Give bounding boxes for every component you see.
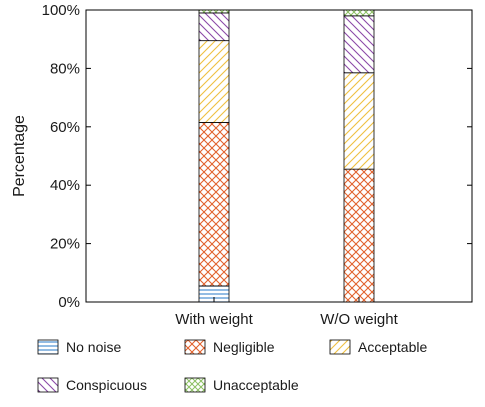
legend-label: Conspicuous — [66, 377, 147, 393]
y-tick-label: 20% — [50, 236, 80, 253]
legend: No noise Negligible Acceptable Conspicuous U… — [37, 339, 427, 393]
legend-label: Acceptable — [358, 339, 427, 355]
bar-segment-acceptable — [198, 40, 230, 123]
x-tick-label: W/O weight — [320, 311, 398, 328]
legend-swatch — [37, 339, 59, 355]
y-tick-label: 40% — [50, 177, 80, 194]
y-axis-title: Percentage — [11, 115, 28, 197]
legend-swatch — [184, 339, 206, 355]
legend-swatch — [184, 377, 206, 393]
legend-label: Unacceptable — [213, 377, 299, 393]
legend-swatch — [37, 377, 59, 393]
x-tick-label: With weight — [175, 311, 253, 328]
legend-label: Negligible — [213, 339, 275, 355]
y-axis: 0% 20% 40% 60% 80% 100% — [42, 2, 472, 311]
y-tick-label: 80% — [50, 60, 80, 77]
y-tick-label: 60% — [50, 119, 80, 136]
y-tick-label: 100% — [42, 2, 80, 19]
bar-segment-conspicuous — [343, 15, 375, 74]
x-axis: With weight W/O weight — [175, 297, 399, 328]
bar-segment-unacceptable — [343, 9, 375, 17]
bar-segment-acceptable — [343, 72, 375, 170]
legend-swatch — [329, 339, 351, 355]
bar-segment-negligible — [198, 122, 230, 287]
legend-label: No noise — [66, 339, 121, 355]
plot-area — [85, 9, 473, 303]
bar-segment-unacceptable — [198, 9, 230, 14]
bar-segment-negligible — [343, 168, 375, 303]
bars — [198, 9, 375, 303]
y-tick-label: 0% — [58, 294, 80, 311]
bar-segment-conspicuous — [198, 12, 230, 42]
